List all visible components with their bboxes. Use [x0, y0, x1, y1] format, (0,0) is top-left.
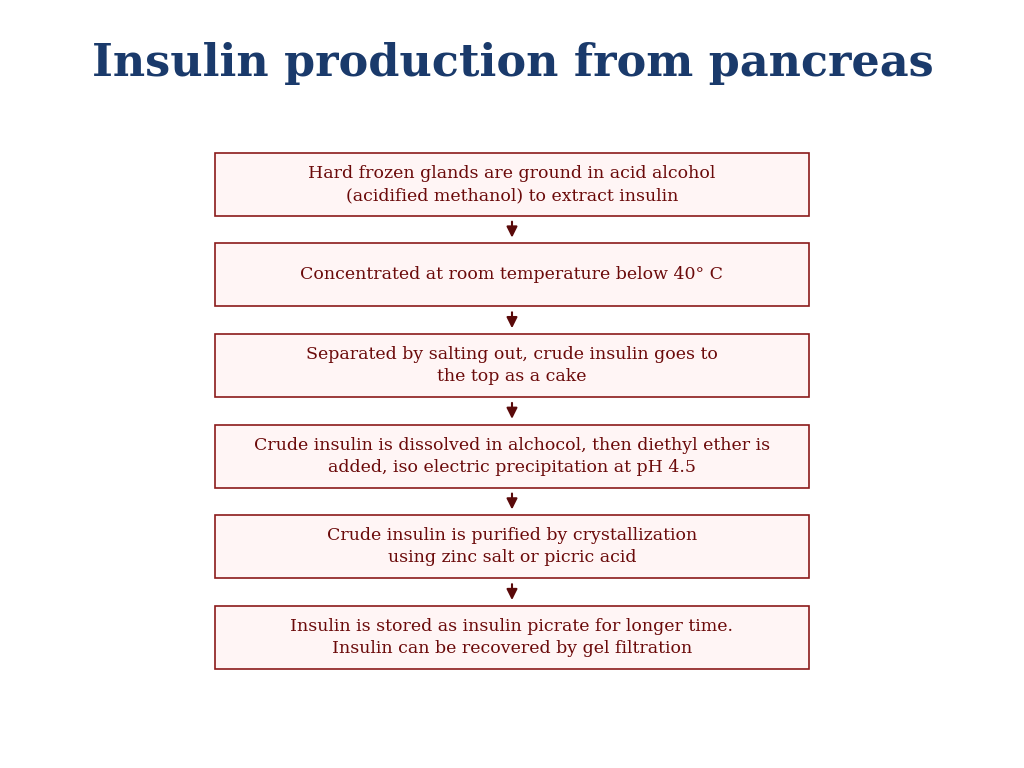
Text: Crude insulin is purified by crystallization
using zinc salt or picric acid: Crude insulin is purified by crystalliza… [327, 527, 697, 567]
Text: Crude insulin is dissolved in alchocol, then diethyl ether is
added, iso electri: Crude insulin is dissolved in alchocol, … [254, 436, 770, 476]
FancyBboxPatch shape [215, 515, 809, 578]
Text: Hard frozen glands are ground in acid alcohol
(acidified methanol) to extract in: Hard frozen glands are ground in acid al… [308, 164, 716, 204]
Text: Insulin production from pancreas: Insulin production from pancreas [92, 42, 934, 85]
FancyBboxPatch shape [215, 243, 809, 306]
FancyBboxPatch shape [215, 606, 809, 669]
FancyBboxPatch shape [215, 425, 809, 488]
Text: Concentrated at room temperature below 40° C: Concentrated at room temperature below 4… [300, 266, 724, 283]
FancyBboxPatch shape [215, 334, 809, 397]
Text: Separated by salting out, crude insulin goes to
the top as a cake: Separated by salting out, crude insulin … [306, 346, 718, 386]
FancyBboxPatch shape [215, 153, 809, 216]
Text: Insulin is stored as insulin picrate for longer time.
Insulin can be recovered b: Insulin is stored as insulin picrate for… [291, 617, 733, 657]
